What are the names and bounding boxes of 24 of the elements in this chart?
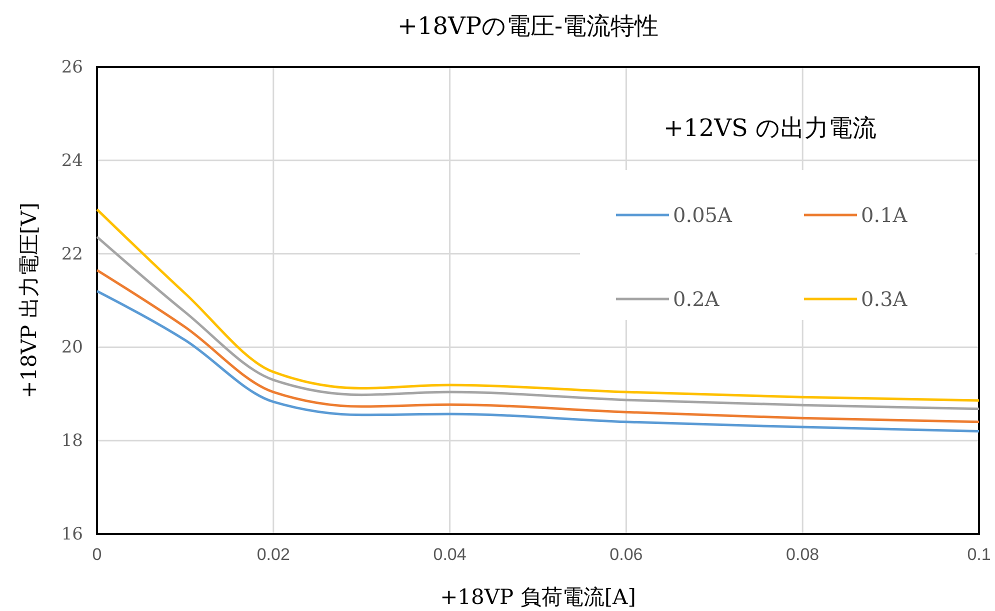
y-tick-label: 16	[61, 524, 83, 544]
y-tick-label: 26	[61, 57, 83, 78]
line-series	[96, 236, 980, 410]
x-tick-label: 0	[92, 545, 102, 564]
legend-label: 0.3A	[861, 287, 908, 311]
legend-title: +12VS の出力電流	[663, 114, 877, 142]
legend-label: 0.2A	[673, 287, 720, 311]
y-tick-label: 20	[61, 338, 83, 358]
y-axis-title: +18VP 出力電圧[V]	[17, 202, 41, 398]
x-tick-label: 0.04	[433, 545, 466, 564]
x-tick-label: 0.08	[786, 545, 820, 564]
line-series	[96, 268, 980, 424]
x-tick-label: 0.02	[256, 545, 290, 564]
x-tick-label: 0.1	[967, 545, 991, 564]
line-series	[96, 290, 980, 433]
y-tick-label: 24	[61, 150, 83, 171]
x-tick-label: 0.06	[610, 545, 643, 564]
y-tick-label: 18	[61, 431, 83, 452]
x-axis-title: +18VP 負荷電流[A]	[440, 585, 636, 609]
legend-label: 0.1A	[861, 203, 908, 227]
chart-title: +18VPの電圧-電流特性	[397, 12, 659, 40]
line-series	[96, 208, 980, 402]
y-tick-label: 22	[61, 244, 83, 264]
legend-label: 0.05A	[673, 203, 733, 227]
